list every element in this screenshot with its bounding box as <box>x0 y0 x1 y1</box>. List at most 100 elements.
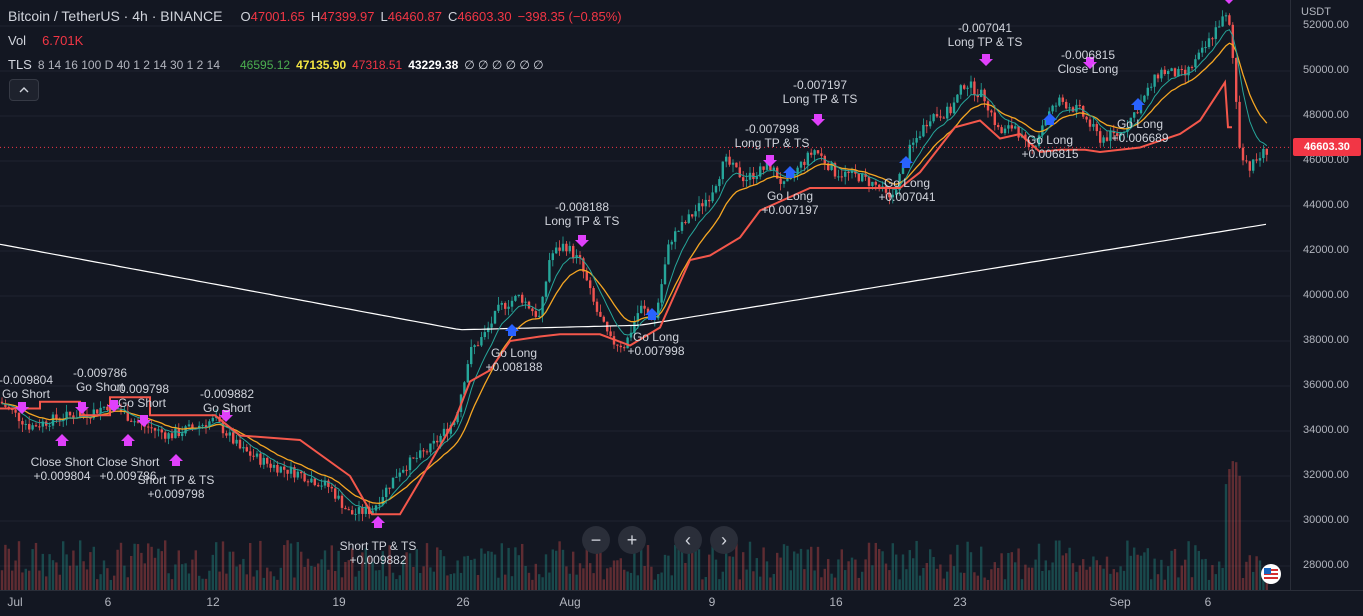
volume-bar <box>905 569 908 590</box>
volume-bar <box>793 551 796 590</box>
candle-body <box>901 164 905 174</box>
chart-area[interactable]: Bitcoin / TetherUS · 4h · BINANCE O47001… <box>0 0 1290 590</box>
signal-label: Go Long +0.007197 <box>761 189 818 217</box>
volume-bar <box>1024 564 1027 590</box>
volume-bar <box>956 544 959 590</box>
volume-label[interactable]: Vol <box>8 33 27 48</box>
time-tick: 6 <box>1204 595 1212 609</box>
candle-body <box>483 332 486 338</box>
volume-bar <box>453 573 456 590</box>
candle-body <box>157 429 160 431</box>
price-axis[interactable]: USDT 52000.00 50000.00 48000.00 46000.00 440… <box>1290 0 1363 590</box>
low-label: L <box>380 8 388 24</box>
volume-bar <box>813 570 816 590</box>
volume-bar <box>1105 556 1109 590</box>
volume-bar <box>279 567 282 590</box>
volume-bar <box>602 579 605 590</box>
time-tick: 23 <box>953 595 967 609</box>
volume-bar <box>432 571 435 590</box>
volume-bar <box>650 566 653 590</box>
volume-bar <box>1207 579 1211 590</box>
candle-body <box>1082 105 1085 117</box>
time-axis[interactable]: Jul 6 12 19 26 Aug 9 16 23 Sep 6 <box>0 564 1363 616</box>
candle-body <box>748 172 752 180</box>
candle-body <box>667 244 670 265</box>
zoom-out-button[interactable]: − <box>582 526 610 554</box>
candle-body <box>351 510 354 515</box>
candle-body <box>1024 134 1027 140</box>
candle-body <box>347 509 350 511</box>
symbol-title[interactable]: Bitcoin / TetherUS · 4h · BINANCE <box>8 8 223 24</box>
flag-icon[interactable] <box>1260 563 1282 585</box>
price-chart[interactable] <box>0 0 1290 590</box>
volume-bar <box>691 545 694 590</box>
time-tick: 9 <box>708 595 716 609</box>
zoom-in-button[interactable]: + <box>618 526 646 554</box>
indicator-name[interactable]: TLS <box>8 57 32 72</box>
candle-body <box>830 163 833 171</box>
candle-body <box>922 124 925 137</box>
candle-body <box>432 440 435 444</box>
candle-body <box>255 453 259 457</box>
candle-body <box>1258 158 1262 161</box>
volume-value: 6.701K <box>42 33 84 48</box>
candle-body <box>776 167 779 179</box>
candle-body <box>657 302 660 319</box>
indicator-value-3: 47318.51 <box>352 57 403 72</box>
signal-down-arrow <box>15 402 29 414</box>
volume-bar <box>1136 554 1139 590</box>
indicator-value-1: 46595.12 <box>240 57 291 72</box>
indicator-value-4: 43229.38 <box>408 57 459 72</box>
volume-bar <box>208 570 211 590</box>
candle-body <box>238 439 242 449</box>
candle-body <box>1224 15 1228 17</box>
candle-body <box>436 440 439 443</box>
volume-bar <box>803 569 806 590</box>
candle-body <box>595 301 599 312</box>
time-tick: 26 <box>456 595 470 609</box>
candle-body <box>721 161 724 180</box>
scroll-right-button[interactable]: › <box>710 526 738 554</box>
volume-bar <box>1085 569 1088 590</box>
volume-bar <box>850 557 854 590</box>
volume-bar <box>221 541 225 590</box>
volume-bar <box>769 577 772 590</box>
volume-bar <box>62 541 65 590</box>
volume-bar <box>534 563 537 590</box>
candle-body <box>378 504 381 506</box>
candle-body <box>1241 147 1245 161</box>
volume-bar <box>711 543 714 590</box>
candle-body <box>1088 119 1092 127</box>
candle-body <box>252 455 255 457</box>
volume-bar <box>830 573 833 590</box>
scroll-left-button[interactable]: ‹ <box>674 526 702 554</box>
volume-bar <box>585 548 588 590</box>
signal-down-arrow <box>763 155 777 167</box>
candle-body <box>1010 125 1013 129</box>
collapse-legend-button[interactable] <box>9 79 39 101</box>
candle-body <box>419 450 422 458</box>
candle-body <box>89 417 92 419</box>
signal-label-line2: +0.007998 <box>627 344 685 358</box>
candle-body <box>201 425 204 427</box>
candle-body <box>490 323 493 328</box>
volume-bar <box>1201 559 1204 590</box>
volume-bar <box>313 566 316 590</box>
volume-bar <box>34 542 38 590</box>
candle-body <box>578 255 582 259</box>
volume-bar <box>990 569 993 590</box>
volume-bar <box>1129 555 1132 590</box>
candle-body <box>204 425 208 428</box>
volume-bar <box>497 577 500 590</box>
signal-up-arrow <box>121 434 135 446</box>
candle-body <box>1085 116 1088 120</box>
candle-body <box>728 156 731 165</box>
candle-body <box>388 487 391 489</box>
volume-bar <box>422 566 425 590</box>
volume-bar <box>14 560 17 590</box>
volume-bar <box>626 571 629 590</box>
candle-body <box>357 507 361 514</box>
candle-body <box>228 432 231 436</box>
candle-body <box>1054 105 1058 107</box>
candle-body <box>323 480 327 486</box>
